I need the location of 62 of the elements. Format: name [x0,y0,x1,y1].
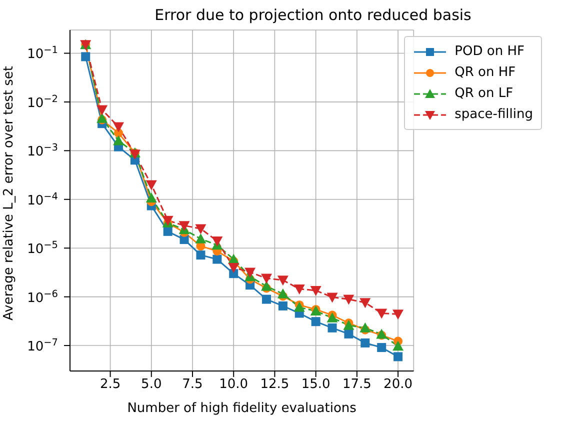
point [195,224,206,234]
x-tick-label: 2.5 [100,377,121,392]
point [81,52,90,62]
point [163,226,172,236]
point [328,323,337,332]
point [326,292,338,303]
y-tick-label: 10$^{−1}$ [27,44,58,62]
point [311,317,320,326]
point [377,343,386,352]
y-tick-label: 10$^{−4}$ [27,190,58,208]
y-axis-title: Average relative L_2 error over test set [2,66,17,320]
point [310,286,322,296]
x-axis-title: Number of high fidelity evaluations [127,401,357,416]
y-tick-label: 10$^{−3}$ [27,142,58,160]
x-tick-label: 20.0 [384,377,413,392]
point [228,262,240,273]
point [294,284,305,294]
point [212,254,222,264]
point [96,112,108,123]
x-tick-label: 17.5 [342,377,372,392]
x-tick-label: 12.5 [260,377,290,392]
point [326,312,338,322]
point [392,310,404,320]
point [360,322,371,332]
point [113,122,124,132]
point [360,338,370,348]
point [146,180,157,190]
x-tick-label: 10.0 [219,377,248,392]
chart-title: Error due to projection onto reduced basis [154,6,472,24]
point [278,301,288,310]
y-tick-label: 10$^{−7}$ [27,337,58,355]
point [294,302,305,312]
point [196,250,206,260]
point [212,236,223,246]
y-tick-label: 10$^{−2}$ [27,93,58,111]
point [262,294,271,304]
x-tick-label: 5.0 [141,377,162,392]
point [394,352,403,362]
legend-label: QR on LF [454,86,514,101]
point [260,274,272,284]
point [146,192,157,202]
y-tick-label: 10$^{−5}$ [27,240,58,258]
point [260,280,272,291]
point [277,276,288,286]
point [113,135,124,146]
legend-label: POD on HF [454,44,524,59]
x-tick-label: 15.0 [301,377,330,392]
point [244,268,256,278]
point [392,340,404,351]
x-tick-label: 7.5 [182,377,203,392]
point [96,105,108,116]
legend-label: space-filling [454,107,533,122]
y-tick-label: 10$^{−6}$ [27,288,58,306]
point [343,294,354,305]
point [129,150,140,160]
legend-label: QR on HF [454,65,516,80]
point [277,288,288,298]
point [360,298,371,308]
point [376,308,388,319]
point [178,221,190,232]
point [195,233,206,244]
point [344,329,354,338]
